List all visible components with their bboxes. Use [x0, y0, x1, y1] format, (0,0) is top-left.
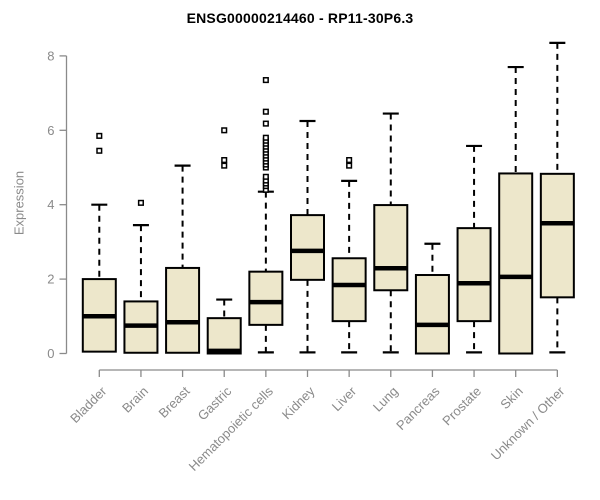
x-axis-label-liver: Liver: [329, 383, 360, 414]
x-axis-label-unknown-other: Unknown / Other: [488, 383, 568, 463]
x-axis-label-bladder: Bladder: [67, 383, 110, 426]
x-axis-label-gastric: Gastric: [195, 383, 235, 423]
outlier-point: [262, 120, 269, 127]
box-rect: [373, 204, 409, 292]
box-group-lung: [373, 112, 409, 354]
box-rect: [206, 317, 242, 355]
outlier-point: [262, 108, 269, 115]
outlier-point: [221, 127, 228, 134]
box-group-bladder: [81, 132, 117, 353]
box-rect: [539, 172, 575, 299]
y-axis-tick-label: 0: [47, 346, 54, 361]
box-group-hematopoietic-cells: [248, 77, 284, 354]
box-rect: [165, 266, 201, 354]
y-axis: 0 2 4 6 8: [47, 48, 68, 361]
box-group-kidney: [290, 119, 325, 354]
outlier-point: [221, 162, 228, 169]
box-group-gastric: [206, 127, 242, 355]
box-group-unknown-other: [539, 41, 575, 354]
chart-title: ENSG00000214460 - RP11-30P6.3: [186, 10, 414, 26]
x-axis-label-kidney: Kidney: [279, 383, 318, 422]
y-axis-tick-label: 6: [47, 123, 54, 138]
outlier-point: [96, 147, 103, 154]
x-axis-label-pancreas: Pancreas: [393, 383, 443, 433]
y-axis-tick-label: 8: [47, 48, 54, 63]
box-rect: [498, 172, 534, 355]
box-group-brain: [123, 199, 159, 354]
box-group-skin: [498, 65, 534, 355]
outlier-point: [346, 162, 353, 169]
x-axis-label-lung: Lung: [370, 384, 401, 415]
box-group-liver: [331, 157, 367, 354]
outlier-point: [262, 77, 269, 84]
outlier-point: [262, 134, 269, 141]
box-rect: [456, 227, 492, 323]
outlier-point: [96, 132, 103, 139]
x-axis-label-skin: Skin: [497, 384, 525, 412]
outlier-point: [262, 173, 269, 180]
x-axis-label-prostate: Prostate: [439, 384, 484, 429]
y-axis-tick-label: 2: [47, 272, 54, 287]
box-rect: [414, 274, 450, 355]
box-group-breast: [165, 164, 201, 354]
y-axis-tick-label: 4: [47, 197, 54, 212]
outlier-point: [346, 157, 353, 164]
x-axis-label-breast: Breast: [156, 383, 193, 420]
box-rect: [290, 214, 325, 281]
box-group-pancreas: [414, 242, 450, 355]
box-rect: [331, 257, 367, 323]
outlier-point: [137, 199, 144, 206]
outlier-point: [221, 157, 228, 164]
box-rect: [248, 270, 284, 326]
box-group-prostate: [456, 144, 492, 354]
x-axis-label-brain: Brain: [119, 384, 151, 416]
